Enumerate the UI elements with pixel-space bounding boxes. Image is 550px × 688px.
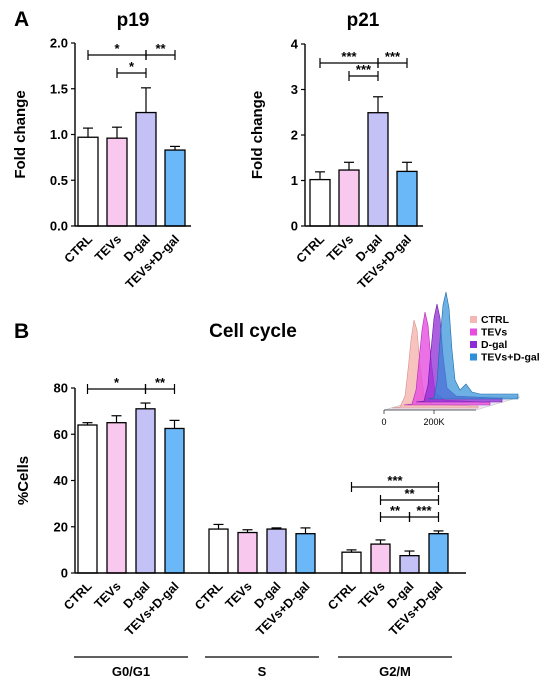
y-tick-label: 1.0 bbox=[50, 127, 68, 142]
chart-title: p19 bbox=[117, 10, 150, 31]
legend-swatch-tevs bbox=[470, 328, 477, 336]
significance-label: *** bbox=[387, 473, 403, 488]
bar-tevs-plus-d-gal bbox=[164, 149, 186, 227]
y-tick-label: 0 bbox=[61, 566, 68, 581]
significance-label: * bbox=[114, 41, 120, 56]
chart-title: Cell cycle bbox=[209, 321, 297, 342]
bar-ctrl bbox=[77, 136, 99, 227]
y-tick-label: 80 bbox=[54, 381, 68, 396]
bar-d-gal bbox=[367, 112, 389, 227]
x-tick-label-ctrl: CTRL bbox=[192, 579, 226, 613]
y-tick-label: 20 bbox=[54, 519, 68, 534]
bar-tevs-plus-d-gal bbox=[428, 533, 449, 574]
chart-cell-cycle: Cell cycle 0 20 40 60 80 %Cells CTRLTEVsD-galTE… bbox=[15, 321, 466, 679]
panel-label-b: B bbox=[14, 320, 29, 343]
bar-d-gal bbox=[135, 408, 156, 574]
bar-ctrl bbox=[77, 424, 98, 574]
bar-tevs bbox=[106, 137, 128, 227]
bar-tevs bbox=[106, 422, 127, 574]
legend-swatch-d-gal bbox=[470, 341, 477, 348]
legend-label-tevs: TEVs bbox=[481, 327, 507, 339]
x-tick-label-ctrl: CTRL bbox=[62, 232, 96, 266]
x-tick-label-ctrl: CTRL bbox=[61, 579, 95, 613]
x-tick-label-tevs: TEVs bbox=[92, 232, 124, 264]
bar-d-gal bbox=[135, 111, 157, 227]
bar-d-gal bbox=[399, 555, 420, 574]
significance-label: ** bbox=[390, 503, 401, 518]
y-tick-label: 40 bbox=[54, 473, 68, 488]
significance-label: ** bbox=[155, 375, 166, 390]
legend-swatch-tevs-plus-d-gal bbox=[470, 353, 477, 361]
y-tick-label: 1 bbox=[291, 173, 298, 188]
flow-curve-ctrl bbox=[391, 319, 479, 409]
bar-d-gal bbox=[266, 528, 287, 574]
y-tick-label: 60 bbox=[54, 427, 68, 442]
y-tick-label: 0.0 bbox=[50, 219, 68, 234]
significance-label: *** bbox=[385, 49, 401, 64]
panel-label-a: A bbox=[14, 8, 29, 31]
significance-label: *** bbox=[416, 503, 432, 518]
x-tick-label-tevs: TEVs bbox=[324, 232, 356, 264]
legend-label-d-gal: D-gal bbox=[481, 339, 507, 351]
group-label: S bbox=[258, 664, 267, 679]
x-tick-label-tevs: TEVs bbox=[92, 579, 124, 611]
bar-tevs-plus-d-gal bbox=[295, 533, 316, 574]
significance-label: * bbox=[114, 375, 120, 390]
y-axis-label: %Cells bbox=[15, 456, 32, 505]
y-tick-label: 0.5 bbox=[50, 173, 68, 188]
y-axis-label: Fold change bbox=[249, 91, 266, 179]
significance-label: *** bbox=[356, 62, 372, 77]
bar-ctrl bbox=[341, 551, 362, 574]
legend-label-ctrl: CTRL bbox=[481, 314, 510, 326]
x-tick-label-ctrl: CTRL bbox=[294, 232, 328, 266]
y-tick-label: 3 bbox=[291, 82, 298, 97]
legend-label-tevs-plus-d-gal: TEVs+D-gal bbox=[481, 352, 540, 364]
flow-curve-tevs-dgal bbox=[427, 291, 519, 400]
y-tick-label: 1.5 bbox=[50, 81, 68, 96]
bar-ctrl bbox=[208, 528, 229, 574]
flow-tick-label-200k: 200K bbox=[423, 417, 444, 427]
bar-tevs-plus-d-gal bbox=[164, 427, 185, 574]
x-tick-label-tevs: TEVs bbox=[356, 579, 388, 611]
group-label: G2/M bbox=[379, 664, 411, 679]
bar-tevs bbox=[237, 531, 258, 574]
bar-tevs-plus-d-gal bbox=[396, 170, 418, 227]
y-tick-label: 0 bbox=[291, 219, 298, 234]
bar-tevs bbox=[338, 169, 360, 227]
significance-label: * bbox=[129, 59, 135, 74]
y-axis-label: Fold change bbox=[12, 90, 29, 178]
significance-label: ** bbox=[404, 486, 415, 501]
x-tick-label-ctrl: CTRL bbox=[325, 579, 359, 613]
chart-title: p21 bbox=[347, 10, 380, 31]
flow-histogram-overlay bbox=[383, 291, 521, 411]
legend-swatch-ctrl bbox=[470, 316, 477, 323]
y-tick-label: 2.0 bbox=[50, 36, 68, 51]
significance-label: ** bbox=[155, 41, 166, 56]
group-label: G0/G1 bbox=[112, 664, 150, 679]
x-tick-label-tevs: TEVs bbox=[223, 579, 255, 611]
significance-label: *** bbox=[341, 49, 357, 64]
bar-ctrl bbox=[309, 178, 331, 227]
y-tick-label: 4 bbox=[291, 37, 299, 52]
y-tick-label: 2 bbox=[291, 128, 298, 143]
flow-tick-label-0: 0 bbox=[381, 417, 386, 427]
bar-tevs bbox=[370, 543, 391, 574]
